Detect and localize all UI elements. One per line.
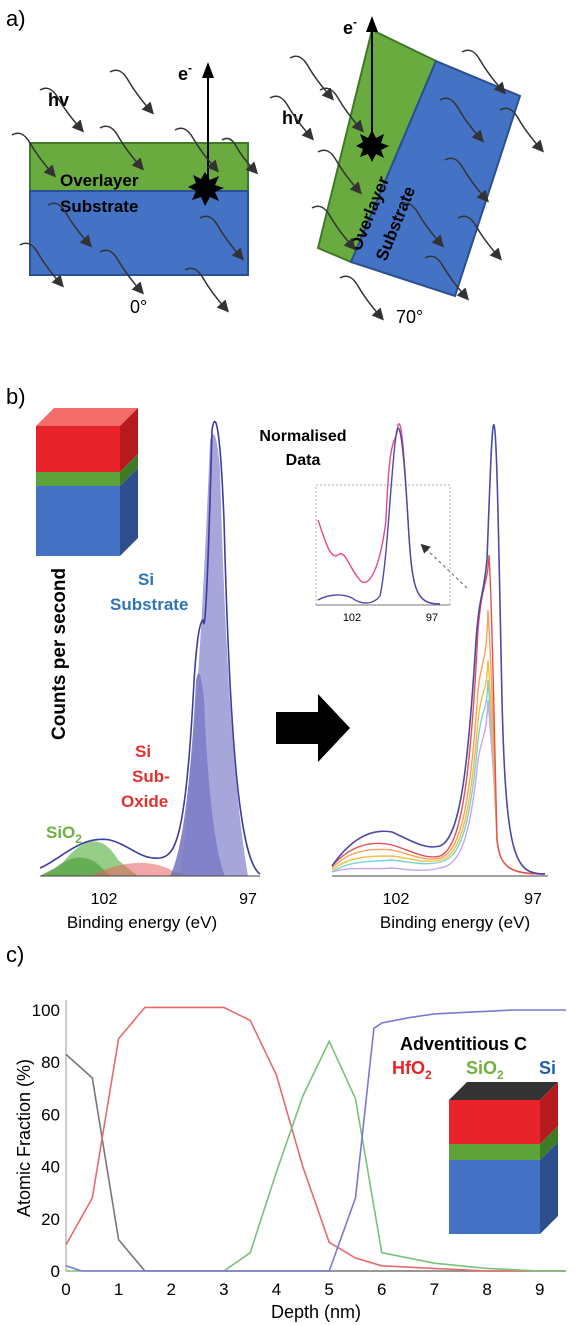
emission-burst-icon <box>188 172 224 206</box>
arrow-head-icon <box>202 62 214 78</box>
layer-stack-icon <box>36 408 138 556</box>
panel-c: c) 0 1 2 3 4 5 6 7 8 9 0 20 40 60 80 100 Atomic Fractio… <box>6 942 566 1322</box>
angle-label-70: 70° <box>396 307 423 327</box>
electron-label-tilted: e- <box>343 15 357 38</box>
y-tick-100: 100 <box>32 1001 60 1020</box>
right-spectrum: 102 97 Binding energy (eV) <box>331 424 548 932</box>
normalised-inset: Normalised Data 102 97 <box>259 423 468 624</box>
legend-sio2: SiO2 <box>466 1058 504 1082</box>
y-tick-0: 0 <box>51 1262 60 1281</box>
depth-profile-lines <box>65 1006 566 1272</box>
electron-label: e- <box>178 61 192 84</box>
substrate-peak-label: Substrate <box>110 595 188 614</box>
series-line-1 <box>65 1006 566 1272</box>
x-tick-9: 9 <box>535 1280 544 1299</box>
panel-a: a) Overlayer Substrate e- hv 0° Over <box>6 6 544 327</box>
inset-tick-102: 102 <box>343 612 361 624</box>
substrate-tilted <box>349 59 522 298</box>
depth-profile-ticks: 0 1 2 3 4 5 6 7 8 9 0 20 40 60 80 100 <box>32 1001 545 1299</box>
hv-label-tilted: hv <box>282 108 303 128</box>
substrate-layer <box>29 190 249 276</box>
left-tick-97: 97 <box>239 891 257 908</box>
legend-si: Si <box>539 1058 556 1078</box>
x-axis-label: Depth (nm) <box>271 1302 361 1322</box>
x-tick-2: 2 <box>167 1280 176 1299</box>
series-line-3 <box>65 1009 566 1272</box>
counts-axis-label: Counts per second <box>49 568 70 740</box>
arrow-head-tilted-icon <box>366 16 378 32</box>
y-tick-80: 80 <box>41 1053 60 1072</box>
y-axis-label: Atomic Fraction (%) <box>14 1059 34 1217</box>
panel-a-label: a) <box>6 6 26 31</box>
right-tick-102: 102 <box>383 891 410 908</box>
panel-b-label: b) <box>6 384 26 409</box>
x-tick-4: 4 <box>272 1280 281 1299</box>
inset-tick-97: 97 <box>426 612 438 624</box>
suboxide-label-oxide: Oxide <box>121 792 168 811</box>
suboxide-label-si: Si <box>135 742 151 761</box>
si-label: Si <box>138 570 154 589</box>
x-tick-6: 6 <box>377 1280 386 1299</box>
photon-arrows-right <box>269 49 544 321</box>
suboxide-label-sub: Sub- <box>132 767 170 786</box>
left-spectrum: Si Substrate Si Sub- Oxide SiO2 102 97 B… <box>39 420 261 932</box>
substrate-label: Substrate <box>60 197 138 216</box>
right-xlabel: Binding energy (eV) <box>380 913 530 932</box>
angle-label-0: 0° <box>130 297 147 317</box>
y-tick-60: 60 <box>41 1105 60 1124</box>
x-tick-1: 1 <box>114 1280 123 1299</box>
transform-arrow-icon <box>276 694 350 762</box>
panel-b: b) Counts per second Si Substrate Si Sub… <box>6 384 548 932</box>
legend-hfo2: HfO2 <box>392 1058 432 1082</box>
legend-adventitious-c: Adventitious C <box>400 1034 527 1054</box>
y-tick-20: 20 <box>41 1210 60 1229</box>
x-tick-5: 5 <box>324 1280 333 1299</box>
panel-c-label: c) <box>6 942 24 967</box>
right-tick-97: 97 <box>524 891 542 908</box>
layer-stack-c-icon <box>449 1082 558 1234</box>
x-tick-7: 7 <box>430 1280 439 1299</box>
x-tick-3: 3 <box>219 1280 228 1299</box>
photon-arrows-left <box>11 69 259 313</box>
y-tick-40: 40 <box>41 1158 60 1177</box>
emission-burst-tilted-icon <box>356 130 389 162</box>
left-tick-102: 102 <box>91 891 118 908</box>
normalised-title: Normalised <box>259 428 346 445</box>
sio2-peak-label: SiO2 <box>46 823 82 846</box>
normalised-title-2: Data <box>286 452 321 469</box>
overlayer-label: Overlayer <box>60 171 139 190</box>
left-xlabel: Binding energy (eV) <box>67 913 217 932</box>
x-tick-0: 0 <box>61 1280 70 1299</box>
x-tick-8: 8 <box>482 1280 491 1299</box>
